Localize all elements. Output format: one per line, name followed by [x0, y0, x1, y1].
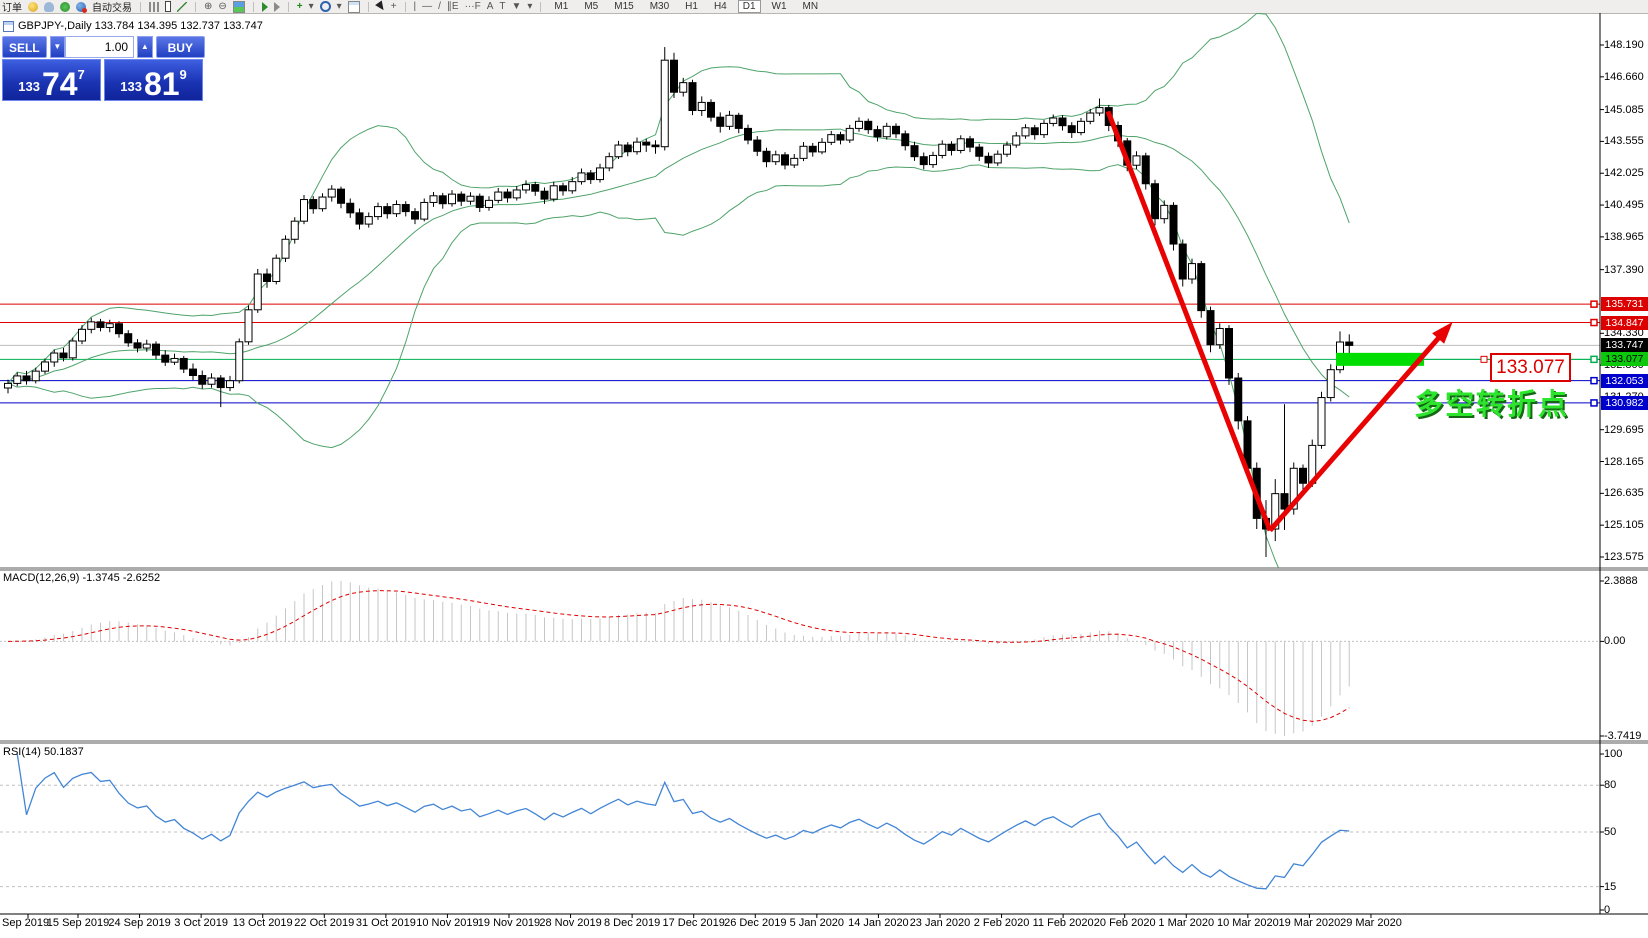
volume-increase-button[interactable]: ▲ [137, 36, 153, 58]
text-label-icon[interactable]: T [499, 0, 506, 12]
chart-window-icon [3, 20, 14, 32]
level-line-end-marker [1590, 376, 1598, 385]
periods-caret-icon[interactable]: ▾ [336, 0, 342, 12]
macd-histogram [16, 581, 1350, 736]
candlesticks [4, 47, 1354, 557]
volume-decrease-button[interactable]: ▼ [49, 36, 66, 58]
timeframe-m5[interactable]: M5 [584, 1, 599, 12]
new-order-button[interactable]: 订单 [2, 3, 22, 14]
toolbar-separator [404, 1, 406, 12]
line-chart-icon[interactable] [177, 1, 187, 12]
cursor-icon[interactable] [374, 0, 387, 13]
sell-price-prefix: 133 [18, 79, 40, 94]
arrows-caret-icon[interactable]: ▾ [527, 0, 533, 12]
zoom-in-icon[interactable]: ⊕ [204, 0, 213, 12]
sell-price-button[interactable]: 133 74 7 [2, 59, 101, 101]
chart-title: GBPJPY-,Daily 133.784 134.395 132.737 13… [3, 20, 263, 32]
vertical-line-icon[interactable]: | [413, 0, 417, 12]
timeframe-h1[interactable]: H1 [685, 1, 698, 12]
periods-icon[interactable] [319, 1, 331, 12]
buy-price-prefix: 133 [120, 79, 142, 94]
history-center-icon [28, 1, 38, 12]
macd-signal-line [7, 590, 1350, 722]
templates-icon[interactable] [347, 0, 360, 13]
tile-windows-icon[interactable] [232, 0, 245, 13]
timeframe-d1[interactable]: D1 [737, 0, 761, 13]
indicators-caret-icon[interactable]: ▾ [308, 0, 314, 12]
toolbar: 订单 自动交易 ⊕ ⊖ + ▾ ▾ + | — / ∥E ···F A T ▼ ▾ M1 M5 M15 M30 H1 H4 D… [0, 0, 1648, 14]
trendline-icon[interactable]: / [438, 0, 441, 12]
candlestick-chart-icon[interactable] [165, 1, 171, 12]
equidistant-channel-icon[interactable]: ∥E [446, 0, 459, 12]
level-line-end-marker [1590, 355, 1598, 364]
shift-chart-icon[interactable] [261, 1, 268, 12]
bar-chart-icon[interactable] [149, 1, 159, 12]
chart-canvas[interactable] [0, 13, 1648, 938]
level-line-end-marker [1590, 318, 1598, 327]
signals-icon [60, 1, 70, 12]
highlight-zone [1336, 352, 1424, 366]
main-chart-panel [0, 13, 1600, 568]
sell-price-pipette: 7 [77, 67, 85, 82]
arrows-icon[interactable]: ▼ [511, 0, 522, 12]
callout-anchor-marker [1480, 355, 1488, 363]
bollinger-middle-band [7, 128, 1350, 398]
toolbar-separator [140, 1, 141, 12]
timeframe-w1[interactable]: W1 [771, 1, 787, 12]
level-line-end-marker [1590, 399, 1598, 407]
toolbar-separator [367, 1, 369, 12]
indicators-icon[interactable]: + [296, 0, 303, 12]
text-icon[interactable]: A [486, 0, 494, 12]
buy-button[interactable]: BUY [155, 36, 205, 58]
toolbar-separator [540, 1, 542, 12]
community-icon [44, 1, 54, 12]
price-callout-label[interactable]: 133.077 [1490, 353, 1571, 382]
buy-price-pips: 81 [143, 65, 180, 102]
timeframe-m1[interactable]: M1 [554, 1, 569, 12]
macd-indicator-label: MACD(12,26,9) -1.3745 -2.6252 [3, 572, 161, 584]
bollinger-lower-band [7, 164, 1280, 568]
trend-arrow-head [1432, 321, 1453, 344]
horizontal-line-icon[interactable]: — [422, 0, 433, 12]
sell-price-pips: 74 [41, 65, 78, 102]
timeframe-m15[interactable]: M15 [614, 1, 634, 12]
timeframe-mn[interactable]: MN [802, 1, 819, 12]
crosshair-icon[interactable]: + [390, 0, 397, 12]
autoscroll-icon[interactable] [273, 1, 280, 12]
trend-line [1105, 110, 1273, 532]
zoom-out-icon[interactable]: ⊖ [218, 0, 227, 12]
buy-price-button[interactable]: 133 81 9 [104, 59, 203, 101]
one-click-trading-panel: SELL ▼ 1.00 ▲ BUY 133 74 7 133 81 9 [2, 36, 205, 101]
quote-controls-row: SELL ▼ 1.00 ▲ BUY [2, 36, 205, 58]
rsi-indicator-label: RSI(14) 50.1837 [3, 746, 84, 758]
toolbar-separator [252, 1, 254, 12]
bollinger-upper-band [7, 13, 1350, 384]
autotrade-icon [76, 1, 87, 13]
autotrading-button[interactable]: 自动交易 [92, 3, 132, 14]
rsi-line [16, 753, 1350, 890]
timeframe-m30[interactable]: M30 [649, 1, 670, 12]
quote-prices-row: 133 74 7 133 81 9 [2, 59, 205, 101]
toolbar-separator [195, 1, 196, 12]
buy-price-pipette: 9 [179, 67, 187, 82]
turning-point-annotation[interactable]: 多空转折点 [1414, 389, 1570, 421]
volume-input[interactable]: 1.00 [65, 36, 135, 58]
chart-title-text: GBPJPY-,Daily 133.784 134.395 132.737 13… [18, 20, 263, 32]
fibonacci-icon[interactable]: ···F [464, 0, 481, 12]
trend-line [1268, 325, 1450, 533]
timeframe-h4[interactable]: H4 [713, 1, 727, 12]
toolbar-separator [287, 1, 289, 12]
level-line-end-marker [1590, 300, 1598, 308]
sell-button[interactable]: SELL [2, 36, 47, 58]
